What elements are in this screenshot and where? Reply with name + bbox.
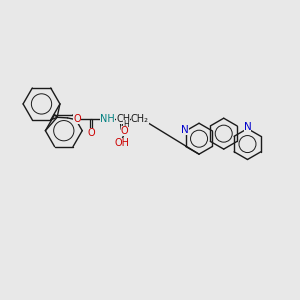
Text: N: N: [244, 122, 251, 132]
Text: O: O: [88, 128, 95, 138]
Text: CH₂: CH₂: [131, 114, 149, 124]
Text: O: O: [121, 126, 128, 136]
Text: OH: OH: [115, 138, 130, 148]
Text: CH: CH: [116, 114, 130, 124]
Text: NH: NH: [100, 114, 115, 124]
Text: N: N: [181, 125, 189, 135]
Text: O: O: [73, 114, 81, 124]
Text: H: H: [124, 120, 129, 129]
